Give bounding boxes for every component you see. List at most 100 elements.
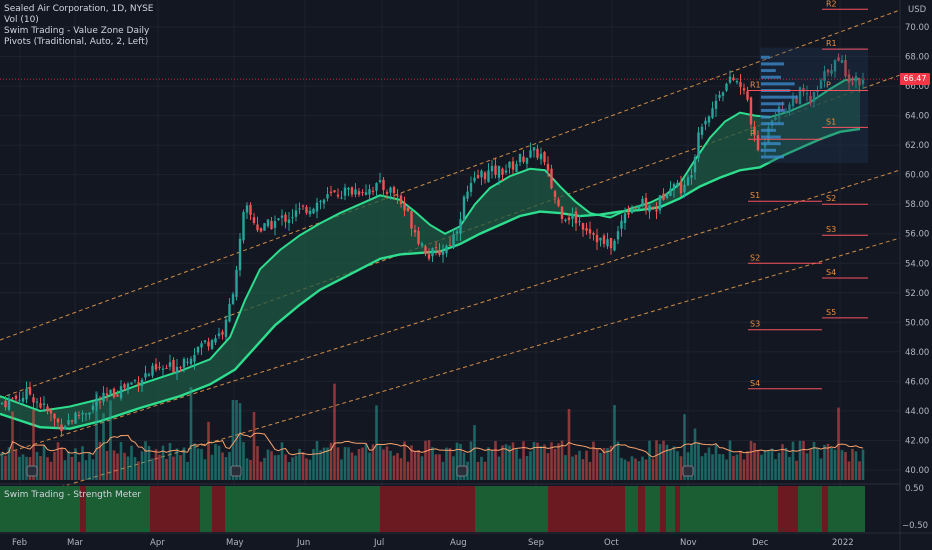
candle-body bbox=[658, 195, 662, 211]
candle-body bbox=[403, 204, 406, 211]
candle-body bbox=[854, 76, 858, 82]
volume-bar bbox=[427, 440, 431, 480]
candle-body bbox=[431, 248, 434, 257]
volume-bar bbox=[214, 444, 217, 480]
volume-bar bbox=[151, 458, 154, 480]
date-tick: Jun bbox=[296, 538, 310, 548]
volume-bar bbox=[238, 403, 242, 480]
candle-body bbox=[700, 126, 704, 135]
volume-bar bbox=[861, 449, 865, 480]
candle-body bbox=[112, 388, 116, 398]
meter-tick: 0.50 bbox=[905, 484, 924, 494]
candle-body bbox=[490, 165, 494, 172]
candle-body bbox=[91, 405, 95, 411]
price-axis[interactable]: USD 70.00 68.00 66.00 64.00 62.00 60.00 58.00 56… bbox=[899, 0, 929, 550]
volume-bar bbox=[508, 445, 511, 480]
candle-body bbox=[494, 165, 497, 175]
strength-segment bbox=[798, 486, 822, 532]
time-axis[interactable]: Feb Mar Apr May Jun Jul Aug Sep Oct Nov Dec 2022 bbox=[0, 532, 932, 548]
volume-bar bbox=[714, 444, 718, 480]
candle-body bbox=[385, 192, 389, 194]
candle-body bbox=[539, 153, 543, 160]
volume-bar bbox=[655, 440, 658, 480]
candle-body bbox=[714, 100, 718, 109]
volume-bar bbox=[672, 446, 676, 480]
price-tick: 68.00 bbox=[905, 53, 929, 63]
candle-body bbox=[469, 183, 473, 192]
volume-bar bbox=[161, 445, 165, 480]
volume-bar bbox=[564, 455, 567, 480]
candle-body bbox=[175, 366, 179, 374]
volume-bar bbox=[497, 456, 501, 480]
candle-body bbox=[28, 387, 32, 395]
volume-bar bbox=[539, 445, 543, 480]
candle-body bbox=[123, 384, 126, 388]
volume-legend[interactable]: Vol (10) bbox=[4, 15, 39, 25]
volume-bar bbox=[322, 447, 326, 480]
volume-bar bbox=[294, 455, 298, 480]
candle-body bbox=[221, 331, 224, 335]
volume-bar bbox=[91, 459, 95, 480]
candle-body bbox=[588, 229, 592, 234]
date-tick: May bbox=[226, 538, 244, 548]
volume-bar bbox=[175, 448, 179, 480]
volume-bar bbox=[329, 442, 333, 480]
candle-body bbox=[581, 223, 585, 230]
volume-bar bbox=[483, 461, 487, 480]
volume-bar bbox=[665, 444, 669, 480]
volume-bar bbox=[840, 450, 844, 480]
volume-bar bbox=[833, 449, 837, 480]
candle-body bbox=[515, 163, 518, 173]
candle-body bbox=[833, 60, 837, 72]
volume-bar bbox=[812, 441, 816, 480]
volume-bar bbox=[266, 449, 270, 480]
volume-bar bbox=[245, 458, 249, 480]
candle-body bbox=[609, 237, 613, 249]
candle-body bbox=[553, 191, 557, 198]
volume-bar bbox=[116, 453, 119, 480]
value-zone-legend[interactable]: Swim Trading - Value Zone Daily bbox=[4, 26, 150, 36]
volume-bar bbox=[816, 447, 819, 480]
volume-bar bbox=[378, 445, 382, 480]
price-tick: 46.00 bbox=[905, 377, 929, 387]
strength-segment bbox=[675, 486, 680, 532]
volume-bar bbox=[515, 449, 518, 480]
strength-segment bbox=[548, 486, 625, 532]
volume-bar bbox=[424, 440, 427, 480]
volume-bar bbox=[123, 452, 126, 480]
pivots-legend[interactable]: Pivots (Traditional, Auto, 2, Left) bbox=[4, 37, 149, 47]
symbol-title[interactable]: Sealed Air Corporation, 1D, NYSE bbox=[4, 4, 154, 14]
volume-bar bbox=[567, 408, 571, 480]
candle-body bbox=[406, 207, 410, 211]
candle-body bbox=[844, 60, 847, 77]
volume-bar bbox=[333, 383, 336, 480]
candle-body bbox=[672, 184, 676, 190]
volume-bar bbox=[119, 442, 123, 480]
volume-bar bbox=[312, 449, 315, 480]
volume-bar bbox=[168, 442, 172, 480]
volume-bar bbox=[4, 455, 7, 480]
volume-bars bbox=[0, 383, 865, 480]
volume-bar bbox=[39, 456, 42, 480]
candle-body bbox=[53, 413, 56, 419]
pivot-levels: R2 R1 P S1 S2 S3 S4 S5 R1 P S1 S2 S3 S4 bbox=[0, 0, 900, 390]
pivot-label-r2: R2 bbox=[826, 0, 837, 8]
candle-body bbox=[819, 80, 823, 89]
volume-bar bbox=[704, 452, 707, 480]
candle-body bbox=[168, 362, 172, 367]
volume-bar bbox=[847, 461, 851, 480]
candle-body bbox=[301, 205, 305, 207]
candle-body bbox=[214, 338, 217, 343]
candle-body bbox=[193, 354, 196, 362]
volume-bar bbox=[315, 441, 319, 480]
volume-bar bbox=[469, 441, 473, 480]
volume-bar bbox=[179, 455, 182, 480]
volume-bar bbox=[669, 449, 672, 480]
volume-bar bbox=[525, 455, 529, 480]
last-price-tag: 66.47 bbox=[900, 73, 930, 85]
earnings-icon bbox=[26, 465, 38, 477]
strength-meter-label[interactable]: Swim Trading - Strength Meter bbox=[4, 490, 142, 500]
candle-body bbox=[287, 219, 291, 224]
candle-body bbox=[641, 198, 644, 206]
